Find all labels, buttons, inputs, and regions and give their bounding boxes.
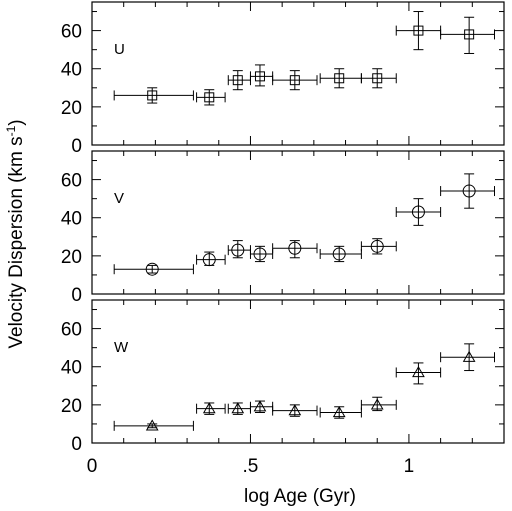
circle-marker — [253, 247, 267, 261]
data-point — [249, 64, 274, 87]
data-point — [249, 400, 274, 413]
triangle-marker — [253, 400, 267, 412]
triangle-marker — [202, 402, 216, 414]
triangle-marker — [231, 402, 245, 414]
y-axis-label-main: Velocity Dispersion (km s — [6, 136, 27, 348]
y-tick-label: 40 — [61, 60, 82, 81]
circle-marker — [202, 253, 216, 267]
square-marker — [232, 75, 243, 86]
data-point — [196, 251, 226, 267]
panel-frame — [91, 1, 505, 146]
y-axis-label-close: ) — [6, 119, 27, 125]
data-point — [227, 70, 251, 91]
circle-marker — [332, 247, 346, 261]
y-axis-label: Velocity Dispersion (km s-1) — [4, 119, 27, 348]
data-point — [272, 404, 318, 417]
square-marker — [147, 90, 158, 101]
circle-marker — [370, 239, 384, 253]
panel-w: 0 20 40 60 W — [61, 299, 505, 455]
data-point — [319, 245, 362, 263]
data-point — [319, 405, 362, 419]
data-point — [272, 240, 318, 259]
x-tick-label: 1 — [404, 456, 415, 477]
triangle-marker — [462, 350, 476, 362]
data-point — [395, 362, 442, 385]
data-point — [360, 68, 397, 89]
x-axis-label: log Age (Gyr) — [244, 486, 356, 507]
data-point — [113, 419, 194, 431]
y-tick-label: 40 — [61, 358, 82, 379]
data-point — [227, 240, 251, 259]
square-marker — [204, 92, 215, 103]
y-tick-label: 60 — [61, 320, 82, 341]
panel-frame — [91, 299, 505, 444]
triangle-marker — [370, 398, 384, 410]
y-tick-label: 0 — [71, 285, 82, 306]
panel-label: V — [114, 190, 124, 207]
square-marker — [372, 73, 383, 84]
data-point — [196, 89, 226, 106]
circle-marker — [462, 184, 476, 198]
data-point — [395, 11, 442, 51]
data-point — [227, 402, 251, 415]
y-axis-label-superscript: -1 — [4, 125, 18, 136]
y-tick-label: 0 — [71, 136, 82, 157]
y-tick-label: 0 — [71, 434, 82, 455]
square-marker — [413, 25, 424, 36]
data-point — [360, 396, 397, 412]
panel-u: 0 20 40 60 U — [61, 1, 505, 157]
triangle-marker — [332, 405, 346, 418]
y-tick-label: 20 — [61, 98, 82, 119]
y-tick-label: 20 — [61, 396, 82, 417]
square-marker — [334, 73, 345, 84]
square-marker — [254, 71, 265, 82]
circle-marker — [231, 243, 245, 257]
data-point — [440, 343, 495, 372]
data-point — [196, 402, 226, 415]
data-point — [440, 16, 495, 54]
y-tick-label: 60 — [61, 171, 82, 192]
circle-marker — [288, 241, 302, 255]
x-tick-label: .5 — [243, 456, 259, 477]
data-point — [395, 198, 442, 226]
square-marker — [464, 29, 475, 40]
chart-panels: 0 20 40 60 U 0 20 40 60 V 0 20 40 60 W — [61, 1, 505, 455]
data-point — [249, 245, 274, 263]
circle-marker — [411, 205, 425, 219]
panel-frame — [91, 150, 505, 295]
triangle-marker — [145, 419, 159, 431]
x-tick-label: 0 — [87, 456, 98, 477]
panel-v: 0 20 40 60 V — [61, 150, 505, 306]
triangle-marker — [412, 365, 425, 378]
data-point — [272, 70, 318, 91]
y-tick-label: 20 — [61, 247, 82, 268]
panel-label: U — [114, 41, 125, 58]
triangle-marker — [288, 404, 302, 416]
panel-label: W — [114, 339, 129, 356]
x-axis: 0.5 1 — [87, 456, 415, 477]
data-point — [360, 238, 397, 255]
square-marker — [289, 75, 300, 86]
y-tick-label: 40 — [61, 209, 82, 230]
circle-marker — [145, 262, 159, 276]
data-point — [319, 68, 362, 89]
data-point — [113, 262, 194, 276]
data-point — [440, 173, 495, 209]
data-point — [113, 87, 194, 104]
y-tick-label: 60 — [61, 22, 82, 43]
